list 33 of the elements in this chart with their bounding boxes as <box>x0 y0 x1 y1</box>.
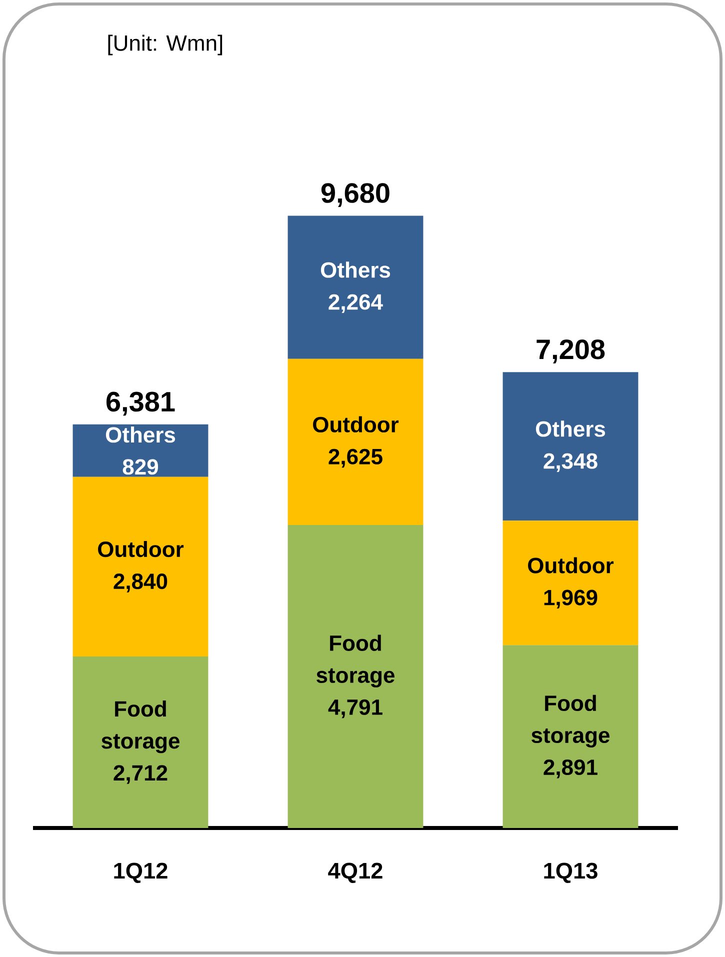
data-label: 2,840 <box>114 574 168 592</box>
data-label: 2,712 <box>114 765 168 784</box>
text: Outdoor <box>313 416 399 432</box>
text: Outdoor <box>528 557 614 574</box>
data-label: 2,625 <box>328 448 382 468</box>
total-label: 7,208 <box>536 339 605 364</box>
data-label: 2,891 <box>544 759 598 778</box>
bar <box>288 524 424 828</box>
text: Food storage <box>532 694 610 748</box>
bar <box>72 476 208 656</box>
data-label: 829 <box>122 459 158 475</box>
total-label: 6,381 <box>106 392 175 416</box>
x-tick-label: 4Q12 <box>328 862 382 883</box>
bar <box>72 656 208 828</box>
bar <box>502 645 638 828</box>
bar <box>502 372 638 521</box>
data-label: 1,969 <box>544 590 598 609</box>
total-label: 9,680 <box>321 183 390 207</box>
text: Food storage <box>316 634 394 688</box>
bar <box>288 216 424 359</box>
series-label: Outdoor <box>98 540 184 558</box>
x-tick-label: 1Q12 <box>114 862 168 883</box>
series-label: Food storage <box>102 700 180 754</box>
text: Others <box>320 262 390 278</box>
text: [Unit: Wmn] <box>108 34 222 56</box>
x-tick-label: 1Q13 <box>544 862 598 883</box>
text: Others <box>536 420 606 437</box>
bar <box>502 520 638 646</box>
data-label: 2,348 <box>544 453 598 472</box>
data-label: 4,791 <box>328 699 382 718</box>
series-label: Others <box>106 426 176 443</box>
bar <box>288 358 424 525</box>
data-label: 2,264 <box>328 294 383 313</box>
